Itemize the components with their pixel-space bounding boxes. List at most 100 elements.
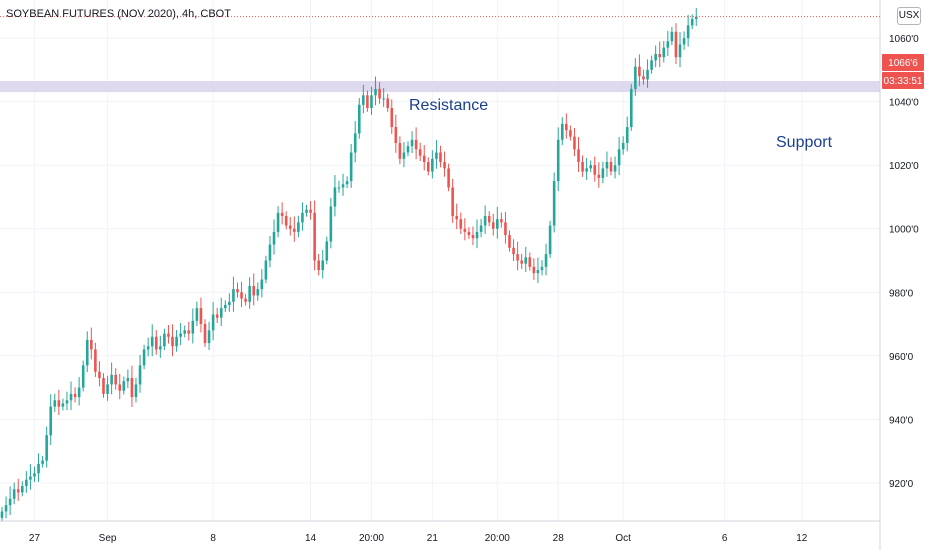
- candle-body: [305, 209, 308, 213]
- candle-body: [232, 289, 235, 302]
- chart-title: SOYBEAN FUTURES (NOV 2020), 4h, CBOT: [6, 8, 231, 20]
- x-tick-label: 27: [29, 533, 41, 544]
- candle-body: [73, 393, 77, 398]
- candle-body: [496, 219, 499, 229]
- candle-body: [597, 174, 601, 178]
- candle-body: [187, 330, 191, 334]
- candle-body: [77, 387, 81, 398]
- candle-body: [94, 349, 97, 372]
- candle-body: [280, 212, 284, 217]
- candle-body: [228, 301, 231, 305]
- candle-body: [167, 333, 170, 337]
- candle-body: [605, 162, 609, 169]
- candle-body: [33, 473, 36, 477]
- candle-body: [451, 187, 454, 217]
- candle-body: [41, 460, 44, 464]
- currency-button[interactable]: USX: [897, 7, 921, 25]
- candle-body: [427, 162, 430, 172]
- y-tick-label: 1040'0: [889, 98, 919, 109]
- candle-body: [150, 336, 154, 347]
- candle-body: [252, 285, 256, 296]
- candle-body: [406, 146, 410, 153]
- candle-body: [61, 403, 65, 407]
- candle-body: [260, 279, 264, 290]
- candle-body: [666, 41, 670, 48]
- candle-body: [199, 308, 203, 325]
- candle-body: [293, 228, 296, 232]
- candle-body: [674, 31, 678, 58]
- candle-body: [370, 95, 373, 109]
- candle-body: [694, 16, 698, 20]
- candle-body: [362, 95, 365, 105]
- x-tick-label: Sep: [99, 533, 117, 544]
- grid-layer: [0, 0, 880, 521]
- candle-body: [487, 216, 491, 223]
- candle-body: [390, 108, 394, 128]
- candle-body: [512, 247, 515, 255]
- candle-body: [57, 400, 61, 407]
- candle-body: [455, 216, 459, 220]
- candle-body: [325, 241, 329, 261]
- candle-body: [463, 228, 467, 232]
- candle-body: [565, 123, 568, 131]
- candle-body: [102, 378, 105, 394]
- candle-body: [471, 235, 475, 239]
- candle-body: [467, 231, 471, 236]
- candle-body: [288, 225, 292, 229]
- candle-body: [142, 349, 146, 366]
- candle-body: [146, 346, 150, 350]
- candle-body: [329, 206, 333, 242]
- candle-body: [686, 25, 690, 39]
- candle-body: [475, 231, 479, 239]
- candle-body: [268, 244, 272, 261]
- candle-body: [398, 142, 402, 159]
- candle-body: [613, 165, 617, 172]
- candle-body: [621, 142, 625, 150]
- candle-body: [333, 187, 337, 207]
- candle-body: [224, 304, 227, 309]
- candle-body: [682, 38, 686, 45]
- candle-body: [447, 168, 450, 188]
- x-tick-label: 21: [427, 533, 439, 544]
- candle-body: [264, 260, 268, 280]
- candle-body: [21, 486, 24, 493]
- y-tick-label: 1000'0: [889, 225, 919, 236]
- candle-body: [8, 498, 12, 506]
- x-tick-label: 6: [722, 533, 728, 544]
- candle-body: [126, 378, 130, 382]
- candle-body: [418, 149, 422, 156]
- candle-body: [650, 60, 653, 70]
- candle-body: [394, 127, 398, 143]
- candle-body: [118, 384, 122, 391]
- candle-body: [540, 266, 544, 271]
- candle-body: [215, 314, 219, 318]
- candle-body: [37, 463, 40, 474]
- candle-body: [528, 257, 532, 267]
- candle-body: [609, 162, 613, 172]
- last-price-badge: [882, 54, 924, 71]
- x-tick-label: 14: [305, 533, 317, 544]
- candle-body: [29, 476, 32, 480]
- candle-body: [431, 158, 434, 172]
- candle-body: [313, 212, 316, 261]
- candle-body: [544, 254, 548, 267]
- candle-body: [69, 393, 73, 401]
- candle-body: [154, 336, 158, 350]
- candle-body: [248, 285, 251, 302]
- candle-body: [625, 127, 629, 143]
- candle-body: [284, 216, 288, 226]
- candle-body: [386, 98, 389, 109]
- candle-body: [617, 149, 621, 166]
- candle-body: [654, 54, 657, 61]
- candle-body: [4, 505, 8, 512]
- axis-layer: 920'0 940'0 960'0 980'0 1000'0 1020'0 1040'0 10…: [0, 0, 919, 550]
- candle-body: [301, 212, 304, 223]
- candle-body: [366, 95, 369, 109]
- candle-body: [357, 104, 361, 134]
- candle-body: [45, 435, 48, 461]
- candle-body: [422, 155, 426, 163]
- candle-body: [374, 88, 377, 96]
- candle-body: [402, 152, 406, 159]
- countdown-badge: [882, 72, 924, 89]
